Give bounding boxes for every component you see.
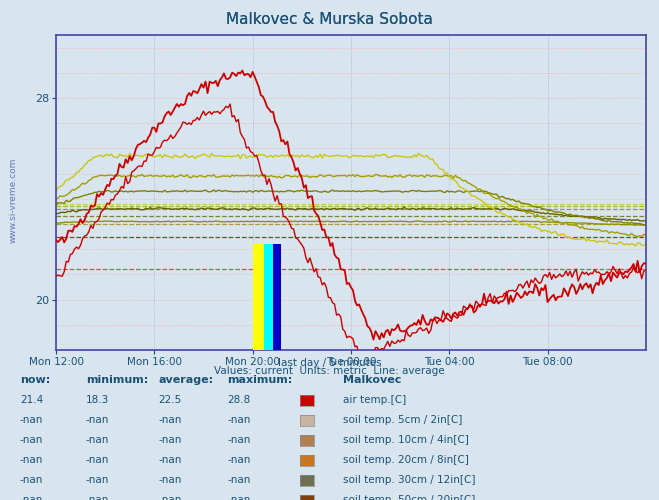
Text: -nan: -nan — [158, 435, 181, 445]
Text: -nan: -nan — [20, 455, 43, 465]
Text: -nan: -nan — [86, 495, 109, 500]
Text: -nan: -nan — [20, 435, 43, 445]
Text: soil temp. 10cm / 4in[C]: soil temp. 10cm / 4in[C] — [343, 435, 469, 445]
Bar — [273, 244, 281, 350]
Text: 28.8: 28.8 — [227, 395, 250, 405]
Text: 18.3: 18.3 — [86, 395, 109, 405]
Text: Values: current  Units: metric  Line: average: Values: current Units: metric Line: aver… — [214, 366, 445, 376]
Text: -nan: -nan — [227, 475, 250, 485]
Text: Malkovec: Malkovec — [343, 375, 401, 385]
Text: soil temp. 5cm / 2in[C]: soil temp. 5cm / 2in[C] — [343, 415, 462, 425]
Text: soil temp. 30cm / 12in[C]: soil temp. 30cm / 12in[C] — [343, 475, 475, 485]
Text: air temp.[C]: air temp.[C] — [343, 395, 406, 405]
Text: -nan: -nan — [86, 415, 109, 425]
Text: -nan: -nan — [86, 435, 109, 445]
Text: -nan: -nan — [227, 435, 250, 445]
Text: -nan: -nan — [227, 495, 250, 500]
Text: -nan: -nan — [20, 415, 43, 425]
Text: -nan: -nan — [158, 415, 181, 425]
Text: -nan: -nan — [158, 475, 181, 485]
Text: last day / 5 minutes: last day / 5 minutes — [277, 358, 382, 368]
Text: soil temp. 20cm / 8in[C]: soil temp. 20cm / 8in[C] — [343, 455, 469, 465]
Text: Malkovec & Murska Sobota: Malkovec & Murska Sobota — [226, 12, 433, 28]
Text: -nan: -nan — [20, 495, 43, 500]
Text: now:: now: — [20, 375, 50, 385]
Text: 21.4: 21.4 — [20, 395, 43, 405]
Text: 22.5: 22.5 — [158, 395, 181, 405]
Text: -nan: -nan — [158, 495, 181, 500]
Text: -nan: -nan — [86, 475, 109, 485]
Text: soil temp. 50cm / 20in[C]: soil temp. 50cm / 20in[C] — [343, 495, 475, 500]
Bar — [252, 244, 264, 350]
Text: -nan: -nan — [86, 455, 109, 465]
Text: -nan: -nan — [158, 455, 181, 465]
Text: -nan: -nan — [227, 455, 250, 465]
Text: www.si-vreme.com: www.si-vreme.com — [9, 158, 18, 242]
Text: minimum:: minimum: — [86, 375, 148, 385]
Text: -nan: -nan — [20, 475, 43, 485]
Text: -nan: -nan — [227, 415, 250, 425]
Text: maximum:: maximum: — [227, 375, 293, 385]
Text: average:: average: — [158, 375, 214, 385]
Bar — [264, 244, 273, 350]
Text: Malkovec & Murska Sobota: Malkovec & Murska Sobota — [226, 12, 433, 28]
